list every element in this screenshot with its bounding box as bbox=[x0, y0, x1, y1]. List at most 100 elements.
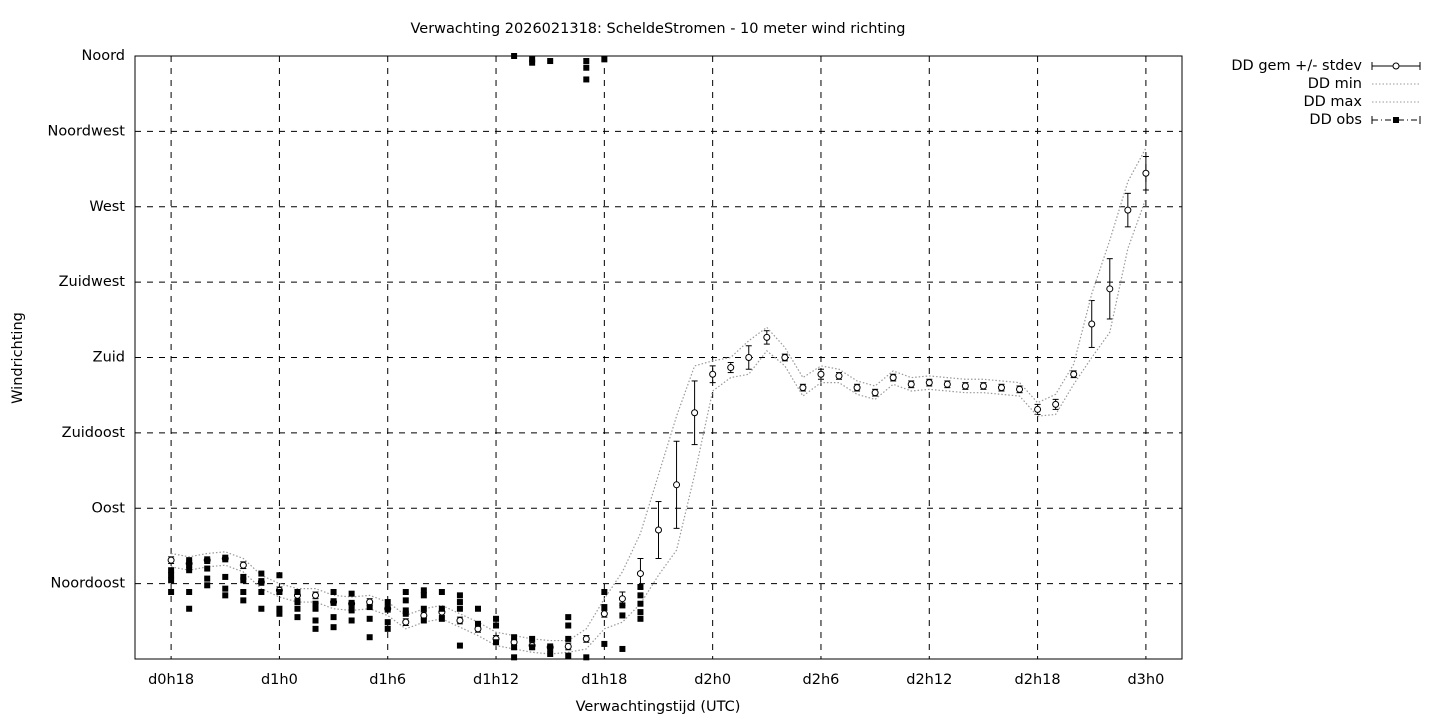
obs-point bbox=[276, 589, 283, 595]
obs-point bbox=[276, 610, 283, 617]
obs-point bbox=[330, 624, 337, 631]
obs-point bbox=[276, 605, 283, 612]
obs-point bbox=[601, 589, 608, 595]
obs-point bbox=[402, 610, 409, 617]
obs-point bbox=[222, 592, 229, 599]
obs-point bbox=[312, 600, 319, 607]
obs-point bbox=[637, 600, 644, 607]
mean-point bbox=[943, 380, 951, 388]
mean-point bbox=[456, 616, 464, 624]
obs-point bbox=[168, 567, 175, 574]
obs-point bbox=[168, 577, 175, 584]
mean-point bbox=[1052, 400, 1060, 408]
x-tick-label: d3h0 bbox=[1127, 672, 1164, 688]
obs-point bbox=[583, 58, 590, 65]
obs-point bbox=[186, 562, 193, 569]
obs-point bbox=[384, 605, 391, 612]
obs-point bbox=[456, 642, 463, 649]
y-tick-label: Zuidwest bbox=[59, 274, 126, 290]
obs-point bbox=[529, 59, 536, 66]
mean-point bbox=[835, 372, 843, 380]
obs-point bbox=[637, 583, 644, 590]
obs-point bbox=[547, 650, 554, 657]
obs-point bbox=[420, 592, 427, 599]
mean-point bbox=[763, 333, 771, 341]
obs-point bbox=[456, 605, 463, 612]
x-tick-label: d2h18 bbox=[1015, 672, 1061, 688]
mean-point bbox=[709, 370, 717, 378]
obs-point bbox=[384, 619, 391, 626]
obs-point bbox=[493, 615, 500, 622]
obs-point bbox=[168, 589, 175, 595]
obs-point bbox=[204, 565, 211, 572]
obs-point bbox=[258, 589, 265, 595]
obs-point bbox=[420, 617, 427, 624]
obs-point bbox=[511, 644, 518, 651]
legend-label: DD max bbox=[1303, 94, 1362, 110]
mean-point bbox=[745, 354, 753, 361]
mean-point bbox=[1124, 206, 1132, 214]
x-tick-label: d1h12 bbox=[473, 672, 519, 688]
x-tick-label: d1h0 bbox=[261, 672, 298, 688]
obs-point bbox=[240, 589, 247, 595]
y-tick-label: West bbox=[89, 199, 125, 215]
obs-point bbox=[348, 600, 355, 607]
obs-point bbox=[583, 76, 590, 83]
obs-point bbox=[420, 587, 427, 594]
obs-point bbox=[240, 577, 247, 584]
obs-point bbox=[258, 605, 265, 612]
obs-point bbox=[348, 607, 355, 614]
mean-point bbox=[889, 374, 897, 382]
mean-point bbox=[997, 384, 1005, 392]
mean-point bbox=[727, 364, 735, 372]
obs-point bbox=[402, 597, 409, 604]
mean-point bbox=[907, 380, 915, 388]
range-line bbox=[170, 147, 1147, 642]
mean-point bbox=[1106, 285, 1114, 293]
obs-point bbox=[186, 567, 193, 574]
x-tick-label: d2h6 bbox=[803, 672, 840, 688]
mean-point bbox=[961, 382, 969, 390]
obs-point bbox=[204, 575, 211, 582]
obs-point bbox=[438, 615, 445, 622]
obs-point bbox=[438, 605, 445, 612]
mean-point bbox=[1070, 370, 1078, 378]
obs-point bbox=[186, 557, 193, 564]
obs-point bbox=[637, 615, 644, 622]
obs-point bbox=[294, 589, 301, 595]
obs-point bbox=[493, 639, 500, 646]
obs-point bbox=[312, 605, 319, 612]
obs-point bbox=[637, 609, 644, 616]
x-tick-label: d0h18 bbox=[148, 672, 194, 688]
obs-point bbox=[258, 578, 265, 585]
y-tick-label: Zuid bbox=[93, 350, 125, 366]
obs-point bbox=[619, 645, 626, 652]
mean-point bbox=[925, 379, 933, 387]
obs-point bbox=[474, 620, 481, 627]
mean-point bbox=[600, 610, 608, 618]
mean-point bbox=[1142, 169, 1150, 177]
obs-point bbox=[276, 572, 283, 579]
obs-point bbox=[493, 622, 500, 629]
obs-point bbox=[294, 614, 301, 621]
obs-point bbox=[366, 604, 373, 611]
mean-point bbox=[799, 384, 807, 392]
legend-label: DD min bbox=[1308, 76, 1362, 92]
mean-point bbox=[618, 595, 626, 603]
legend-label: DD gem +/- stdev bbox=[1231, 58, 1362, 74]
mean-point bbox=[564, 642, 572, 650]
obs-point bbox=[258, 570, 265, 577]
x-tick-label: d1h18 bbox=[581, 672, 627, 688]
obs-point bbox=[565, 652, 572, 659]
x-axis-label: Verwachtingstijd (UTC) bbox=[576, 699, 741, 715]
obs-point bbox=[420, 605, 427, 612]
obs-point bbox=[294, 599, 301, 606]
legend-marker bbox=[1392, 62, 1400, 70]
mean-point bbox=[655, 526, 662, 534]
obs-point bbox=[474, 605, 481, 612]
obs-point bbox=[402, 589, 409, 595]
obs-point bbox=[222, 573, 229, 580]
mean-point bbox=[673, 481, 681, 489]
y-tick-label: Noordwest bbox=[47, 123, 125, 139]
obs-point bbox=[330, 589, 337, 595]
